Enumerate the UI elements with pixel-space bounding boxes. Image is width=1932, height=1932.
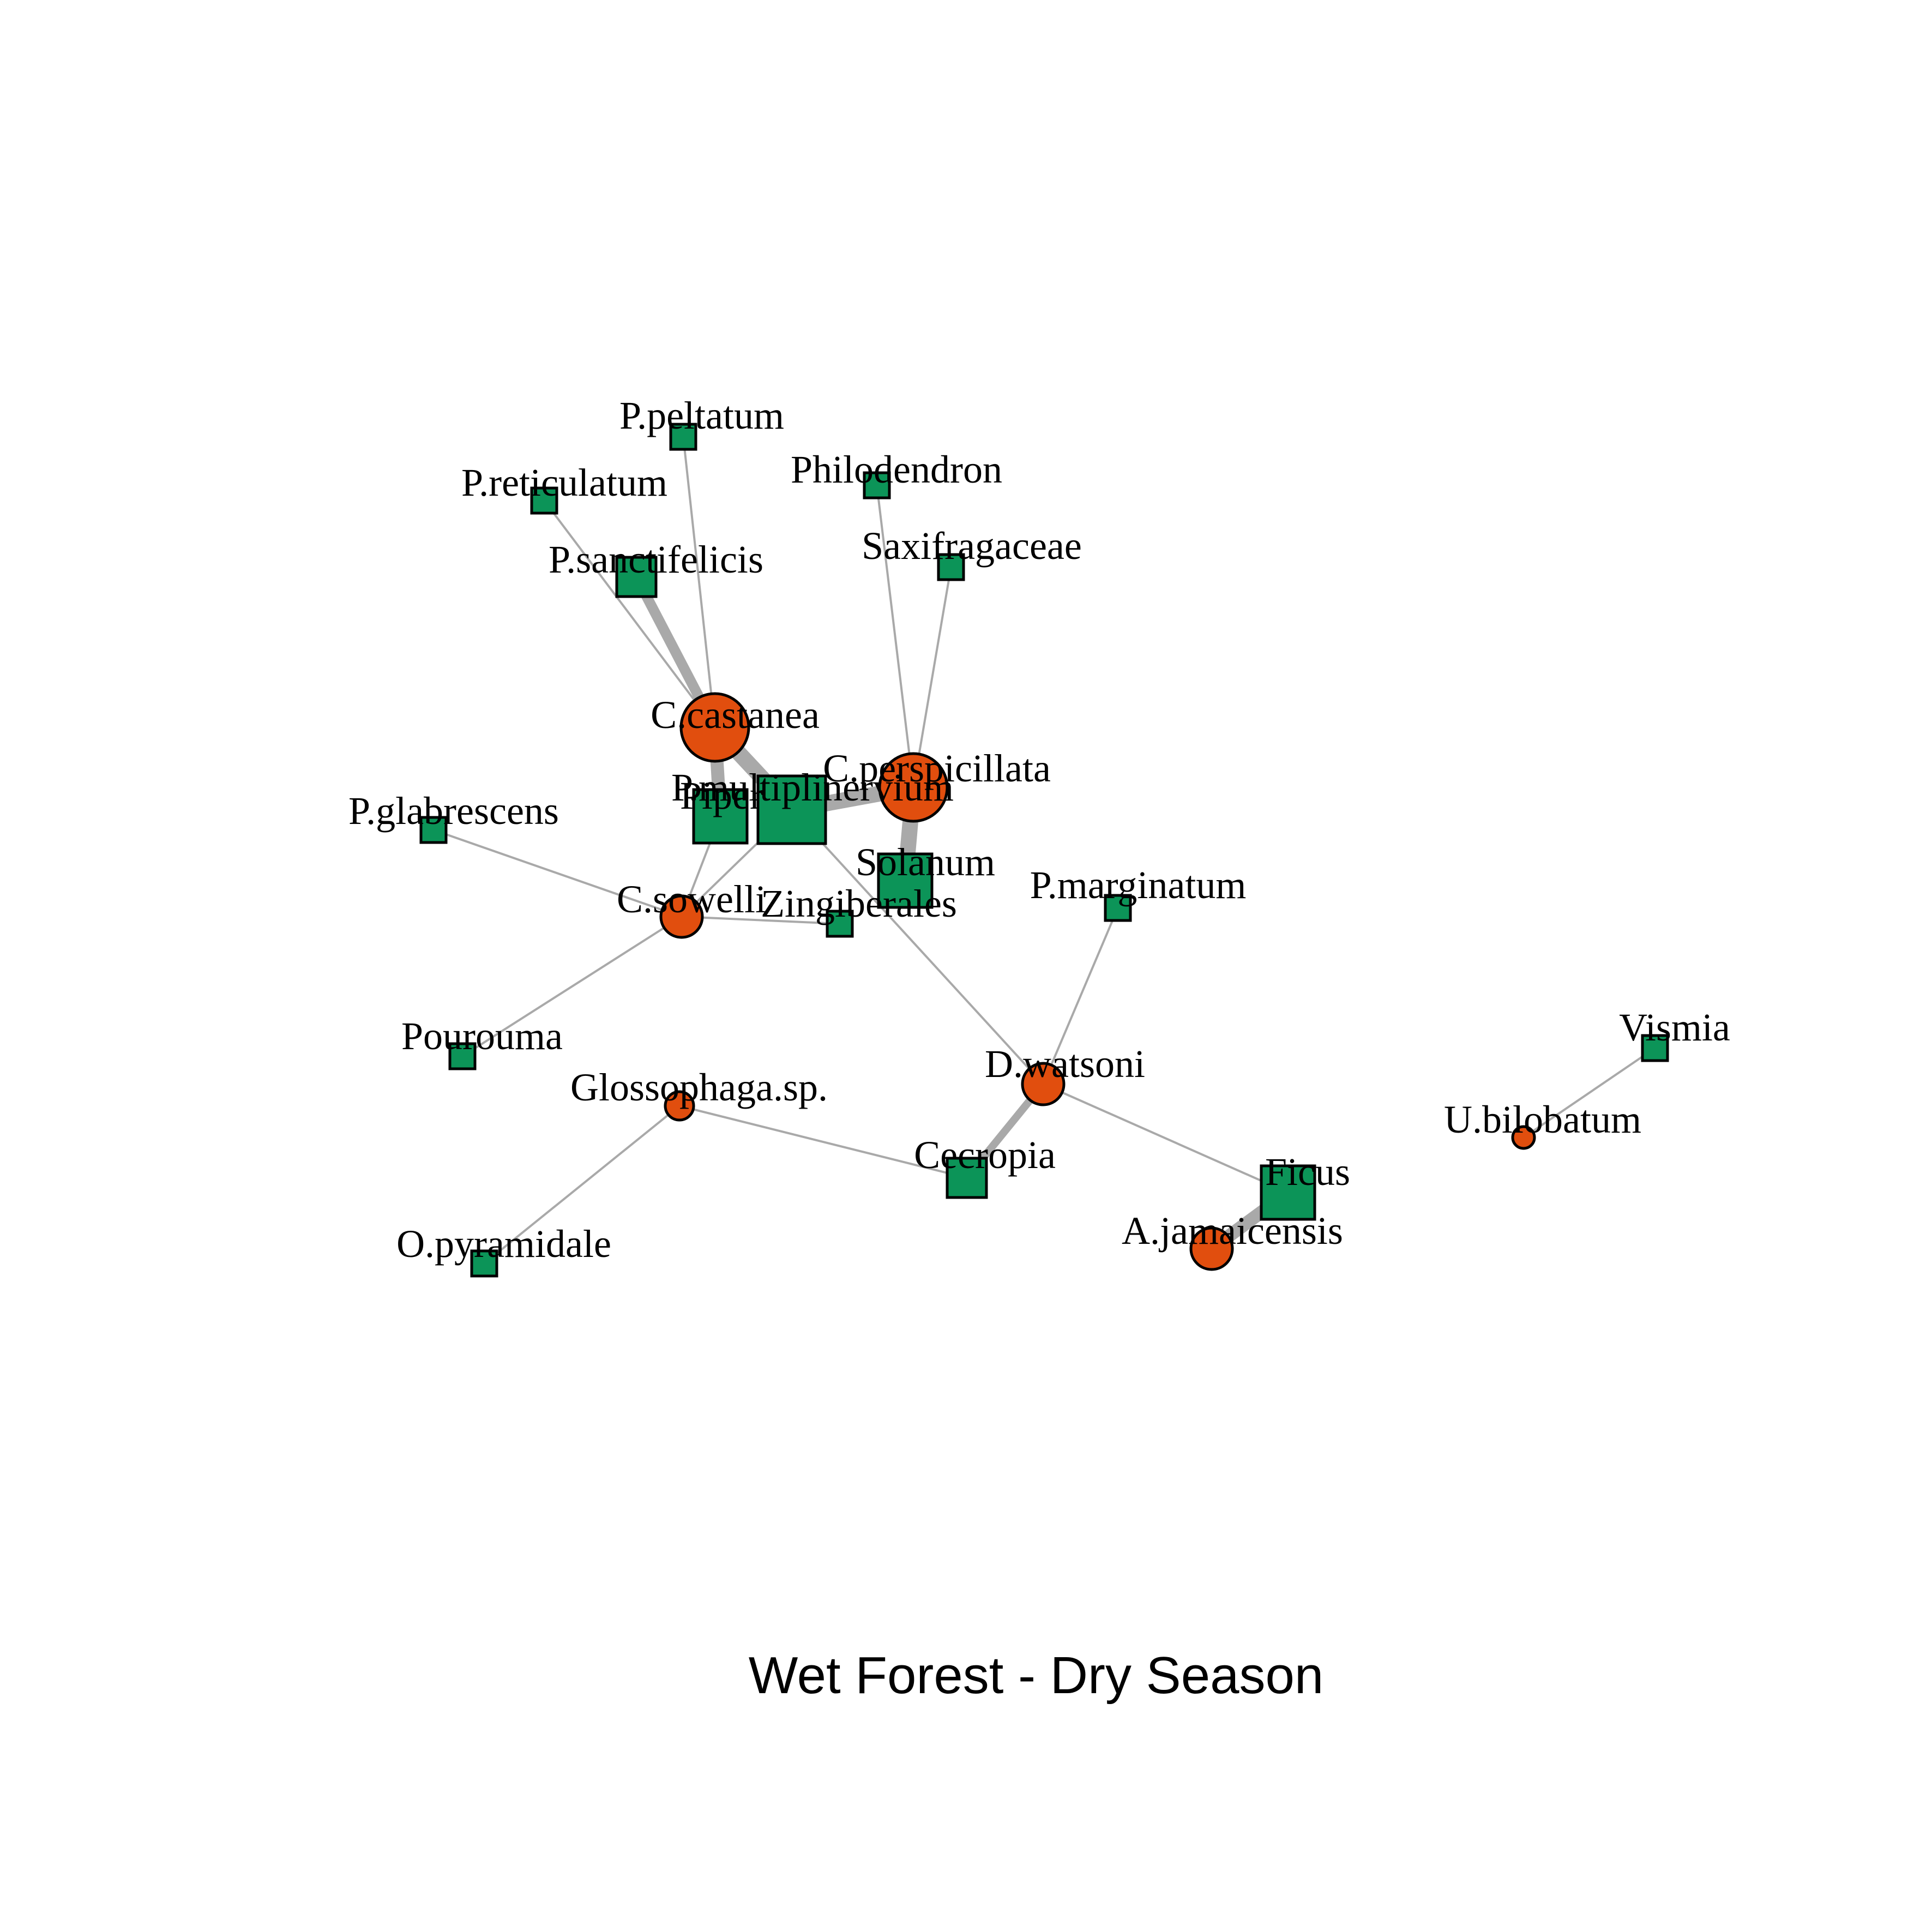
bat-node-c_castanea xyxy=(679,692,750,763)
bat-node-c_perspicillata xyxy=(878,752,949,823)
plant-node-o_pyramidale xyxy=(470,1249,498,1278)
node-label-u_bilobatum: U.bilobatum xyxy=(1444,1098,1641,1141)
node-label-d_watsoni: D.watsoni xyxy=(985,1042,1145,1086)
node-label-c_sowelli: C.sowelli xyxy=(617,877,766,921)
plant-node-pourouma xyxy=(448,1042,477,1070)
plant-node-p_multiplinervium xyxy=(756,774,827,845)
plant-node-p_glabrescens xyxy=(419,816,448,844)
edge-d_watsoni-ficus xyxy=(1042,1083,1289,1194)
plant-node-p_marginatum xyxy=(1104,894,1132,922)
bat-node-c_sowelli xyxy=(659,894,704,939)
edge-u_bilobatum-vismia xyxy=(1522,1047,1656,1139)
bat-node-d_watsoni xyxy=(1021,1062,1066,1106)
plant-node-ficus xyxy=(1260,1164,1316,1221)
edge-c_sowelli-p_glabrescens xyxy=(432,829,683,918)
plant-node-piper xyxy=(692,788,749,845)
edge-d_watsoni-p_multiplinervium xyxy=(791,809,1044,1085)
plant-node-saxifragaceae xyxy=(937,553,965,581)
edge-c_castanea-p_peltatum xyxy=(682,436,716,729)
node-label-o_pyramidale: O.pyramidale xyxy=(396,1222,611,1266)
node-label-zingiberales: Zingiberales xyxy=(761,882,957,925)
node-label-p_glabrescens: P.glabrescens xyxy=(348,789,559,833)
bat-node-a_jamaicensis xyxy=(1189,1226,1234,1271)
node-label-p_multiplinervium: P.multiplinervium xyxy=(671,766,954,809)
plant-node-p_reticulatum xyxy=(530,486,558,515)
node-label-solanum: Solanum xyxy=(856,840,995,884)
plant-node-p_sanctifelicis xyxy=(615,556,658,598)
edge-c_sowelli-zingiberales xyxy=(681,916,841,925)
edge-glossophaga-o_pyramidale xyxy=(483,1105,681,1265)
bat-node-u_bilobatum xyxy=(1511,1125,1536,1150)
node-label-p_reticulatum: P.reticulatum xyxy=(461,461,667,504)
plant-node-solanum xyxy=(877,852,934,909)
edge-d_watsoni-p_marginatum xyxy=(1042,907,1119,1085)
plant-node-cecropia xyxy=(946,1157,988,1199)
node-label-philodendron: Philodendron xyxy=(791,448,1002,491)
node-label-saxifragaceae: Saxifragaceae xyxy=(862,524,1082,568)
plot-title: Wet Forest - Dry Season xyxy=(749,1646,1324,1705)
node-label-cecropia: Cecropia xyxy=(914,1133,1056,1177)
nodes-layer xyxy=(419,423,1669,1278)
plant-node-vismia xyxy=(1641,1034,1669,1062)
edge-c_castanea-p_reticulatum xyxy=(543,499,716,729)
node-label-c_castanea: C.castanea xyxy=(651,693,820,737)
node-label-a_jamaicensis: A.jamaicensis xyxy=(1122,1209,1343,1253)
node-label-c_perspicillata: C.perspicillata xyxy=(823,747,1051,790)
edge-c_perspicillata-philodendron xyxy=(876,484,914,789)
edge-glossophaga-cecropia xyxy=(678,1105,968,1179)
node-label-p_peltatum: P.peltatum xyxy=(619,394,784,437)
node-label-p_marginatum: P.marginatum xyxy=(1030,863,1247,907)
edge-c_sowelli-pourouma xyxy=(461,916,683,1057)
node-label-ficus: Ficus xyxy=(1265,1150,1350,1194)
node-label-piper: Piper xyxy=(680,774,763,817)
node-label-vismia: Vismia xyxy=(1619,1006,1730,1049)
plant-node-zingiberales xyxy=(826,910,854,938)
node-label-pourouma: Pourouma xyxy=(401,1014,563,1058)
edge-c_perspicillata-saxifragaceae xyxy=(912,566,952,789)
node-label-glossophaga: Glossophaga.sp. xyxy=(570,1066,828,1109)
node-label-p_sanctifelicis: P.sanctifelicis xyxy=(549,538,763,581)
plant-node-p_peltatum xyxy=(669,423,697,451)
bat-node-glossophaga xyxy=(664,1090,695,1122)
plant-node-philodendron xyxy=(863,471,891,499)
